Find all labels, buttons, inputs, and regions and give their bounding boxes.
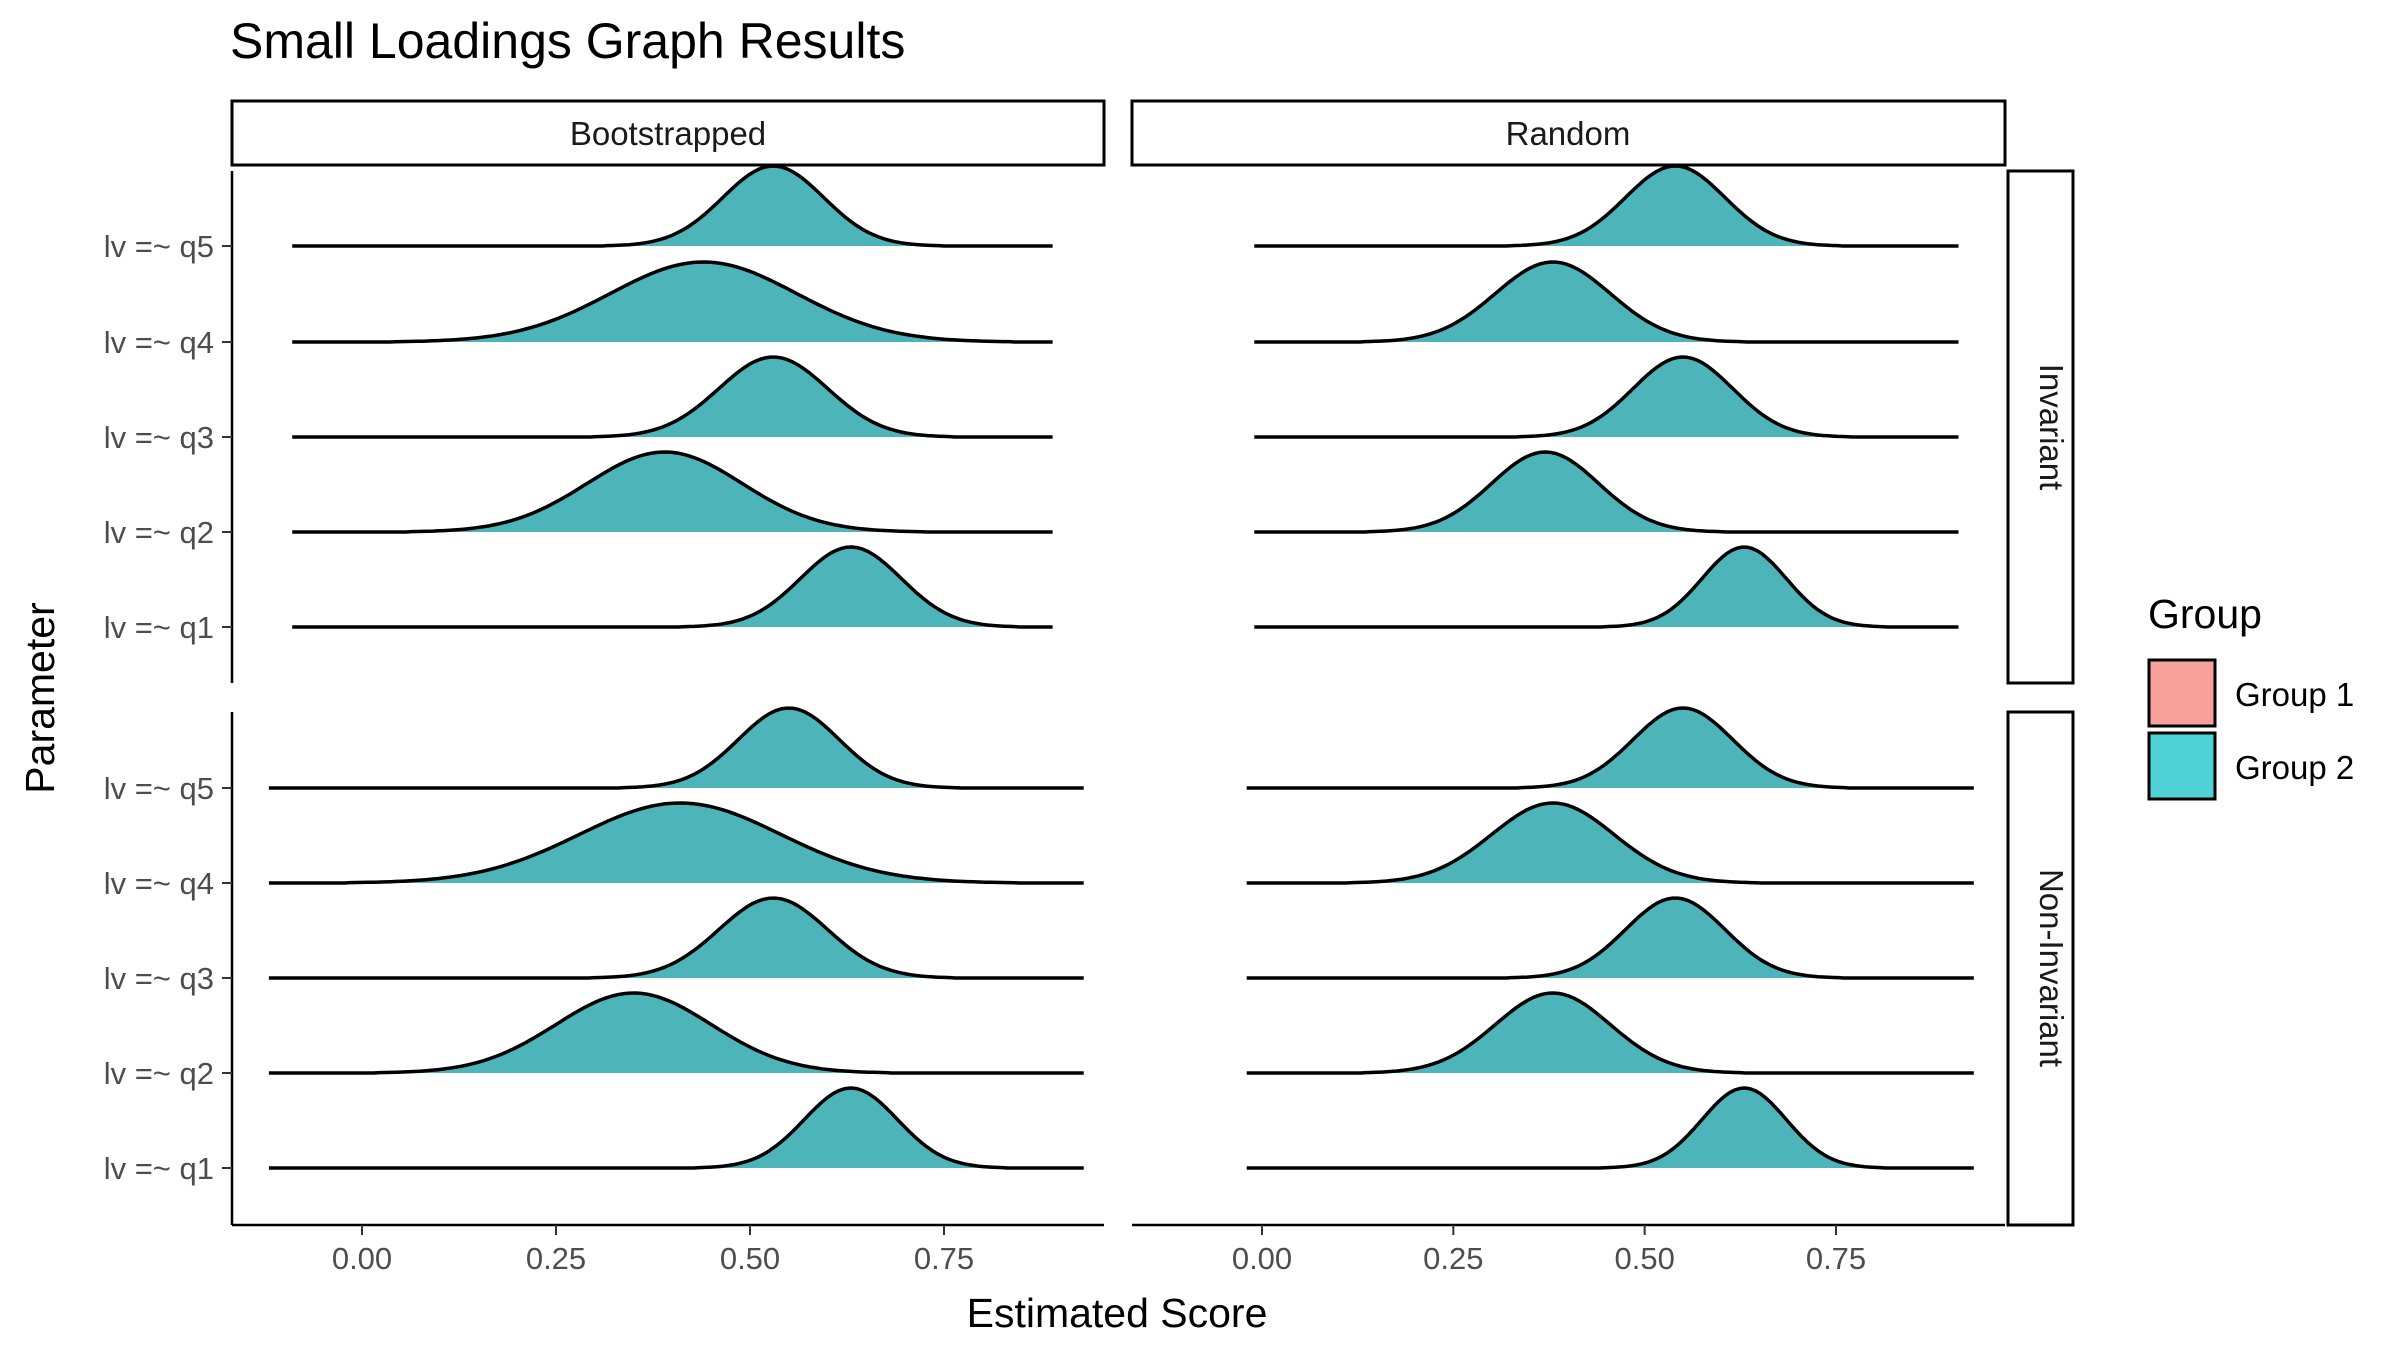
density-fill-bootstrapped-non-invariant-lv-q5 (268, 708, 1084, 788)
y-tick-label: lv =~ q3 (104, 420, 214, 455)
density-fill-random-invariant-lv-q3 (1254, 357, 1959, 437)
y-tick-label: lv =~ q1 (104, 1151, 214, 1186)
x-tick-label: 0.25 (1423, 1241, 1483, 1276)
density-fill-bootstrapped-non-invariant-lv-q2 (268, 993, 1084, 1073)
y-tick-label: lv =~ q1 (104, 610, 214, 645)
density-fill-random-invariant-lv-q4 (1254, 262, 1959, 342)
x-tick-label: 0.75 (914, 1241, 974, 1276)
density-line-random-invariant-lv-q1 (1254, 545, 1959, 629)
density-line-random-invariant-lv-q2 (1254, 450, 1959, 534)
density-line-bootstrapped-invariant-lv-q1 (292, 545, 1053, 629)
density-line-bootstrapped-non-invariant-lv-q3 (268, 896, 1084, 980)
x-tick-label: 0.50 (1614, 1241, 1674, 1276)
strip-label-bootstrapped: Bootstrapped (570, 115, 766, 152)
y-axis-title: Parameter (17, 602, 63, 793)
legend-swatch-group-1 (2147, 658, 2217, 728)
density-line-bootstrapped-non-invariant-lv-q5 (268, 706, 1084, 790)
strip-label-non-invariant: Non-Invariant (2033, 869, 2070, 1067)
y-tick-label: lv =~ q5 (104, 229, 214, 264)
y-tick-label: lv =~ q3 (104, 961, 214, 996)
legend-label-group-2: Group 2 (2235, 749, 2354, 786)
legend-label-group-1: Group 1 (2235, 676, 2354, 713)
strip-box-random (1130, 99, 2007, 167)
density-line-random-non-invariant-lv-q4 (1246, 801, 1974, 885)
y-tick-label: lv =~ q2 (104, 515, 214, 550)
density-fill-bootstrapped-non-invariant-lv-q3 (268, 898, 1084, 978)
density-fill-random-non-invariant-lv-q1 (1246, 1088, 1974, 1168)
x-tick-label: 0.00 (332, 1241, 392, 1276)
density-line-bootstrapped-invariant-lv-q2 (292, 450, 1053, 534)
strip-label-invariant: Invariant (2033, 364, 2070, 491)
density-line-bootstrapped-invariant-lv-q3 (292, 355, 1053, 439)
strip-box-invariant (2006, 169, 2075, 685)
chart-title: Small Loadings Graph Results (230, 13, 905, 69)
density-line-bootstrapped-non-invariant-lv-q4 (268, 801, 1084, 885)
density-fill-bootstrapped-non-invariant-lv-q4 (268, 803, 1084, 883)
strip-label-random: Random (1506, 115, 1631, 152)
density-line-random-invariant-lv-q4 (1254, 260, 1959, 344)
density-fill-random-non-invariant-lv-q5 (1246, 708, 1974, 788)
x-tick-label: 0.50 (720, 1241, 780, 1276)
density-fill-bootstrapped-invariant-lv-q4 (292, 262, 1053, 342)
y-tick-label: lv =~ q4 (104, 325, 214, 360)
density-line-bootstrapped-invariant-lv-q4 (292, 260, 1053, 344)
density-line-bootstrapped-non-invariant-lv-q1 (268, 1086, 1084, 1170)
density-line-random-non-invariant-lv-q3 (1246, 896, 1974, 980)
density-line-bootstrapped-invariant-lv-q5 (292, 164, 1053, 248)
density-line-random-non-invariant-lv-q1 (1246, 1086, 1974, 1170)
density-line-random-invariant-lv-q5 (1254, 164, 1959, 248)
strip-box-bootstrapped (230, 99, 1106, 167)
density-fill-random-invariant-lv-q1 (1254, 547, 1959, 627)
density-fill-bootstrapped-invariant-lv-q1 (292, 547, 1053, 627)
density-line-random-non-invariant-lv-q2 (1246, 991, 1974, 1075)
density-fill-bootstrapped-non-invariant-lv-q1 (268, 1088, 1084, 1168)
legend-swatch-group-2 (2147, 731, 2217, 801)
x-tick-label: 0.75 (1806, 1241, 1866, 1276)
x-tick-label: 0.00 (1232, 1241, 1292, 1276)
panels-group: lv =~ q1 lv =~ q2 lv =~ q3 lv =~ q4 lv =~ q5… (104, 164, 2005, 1276)
x-axis-title: Estimated Score (967, 1290, 1268, 1336)
y-tick-label: lv =~ q2 (104, 1056, 214, 1091)
density-fill-random-non-invariant-lv-q2 (1246, 993, 1974, 1073)
y-tick-label: lv =~ q4 (104, 866, 214, 901)
legend-title: Group (2148, 591, 2262, 637)
density-fill-bootstrapped-invariant-lv-q2 (292, 452, 1053, 532)
density-line-random-invariant-lv-q3 (1254, 355, 1959, 439)
x-tick-label: 0.25 (526, 1241, 586, 1276)
density-fill-random-non-invariant-lv-q4 (1246, 803, 1974, 883)
density-fill-bootstrapped-invariant-lv-q3 (292, 357, 1053, 437)
strip-box-non-invariant (2006, 710, 2075, 1227)
y-tick-label: lv =~ q5 (104, 771, 214, 806)
density-fill-random-non-invariant-lv-q3 (1246, 898, 1974, 978)
density-line-bootstrapped-non-invariant-lv-q2 (268, 991, 1084, 1075)
density-line-random-non-invariant-lv-q5 (1246, 706, 1974, 790)
density-fill-random-invariant-lv-q5 (1254, 166, 1959, 246)
